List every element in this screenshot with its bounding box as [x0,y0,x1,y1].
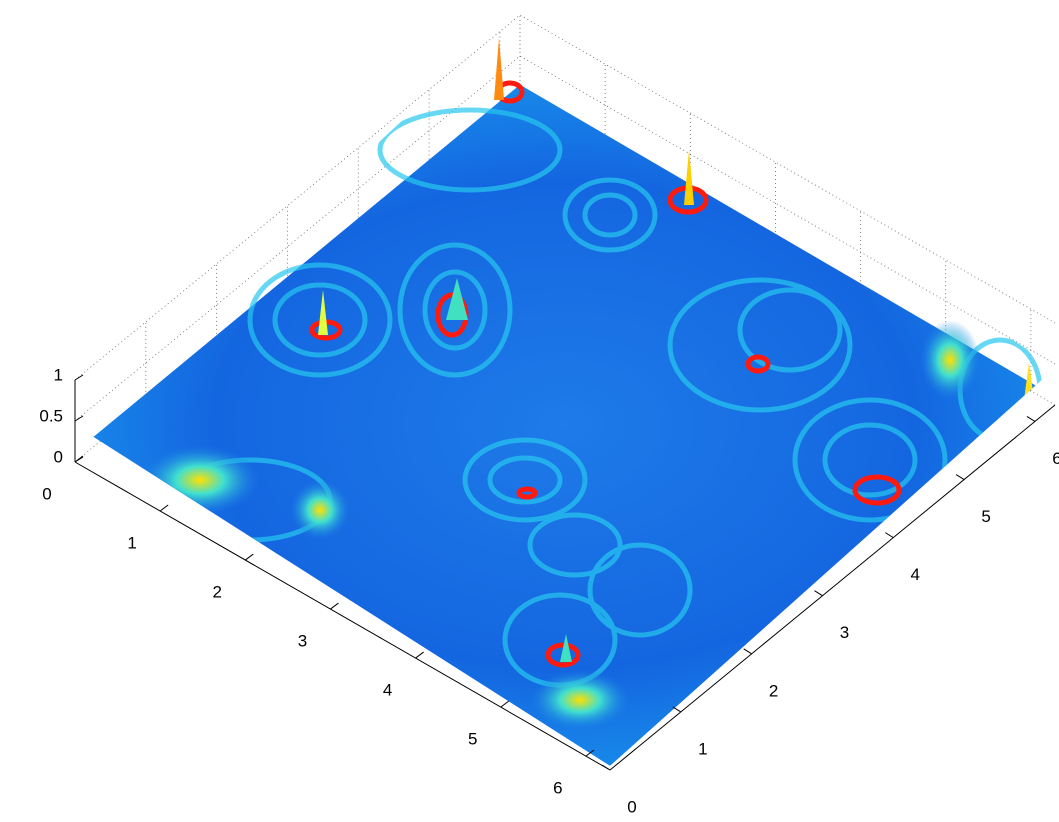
y-tick-label: 2 [769,681,778,700]
y-axis-line [609,404,1056,771]
x-tick [159,504,169,512]
z-tick-label: 1 [54,365,63,384]
axes: 0 1 2 3 4 5 6 0 1 2 3 4 5 6 0 0.5 1 [39,365,1059,816]
y-tick [743,648,752,655]
y-tick [601,764,611,771]
z-tick-label: 0.5 [39,406,63,425]
x-tick [244,553,254,561]
surface-highlights [140,320,980,730]
y-tick [1026,416,1036,422]
x-tick [330,602,339,610]
y-tick-label: 5 [981,507,990,526]
y-tick [814,590,823,597]
x-tick [415,651,424,659]
x-tick-label: 0 [42,484,51,503]
y-tick-label: 3 [840,623,849,642]
y-tick [672,706,682,713]
y-tick-label: 6 [1052,449,1059,468]
x-axis-line [74,461,611,771]
surface-spikes [318,38,1034,662]
x-tick [585,749,595,757]
x-tick [500,700,510,708]
x-tick-label: 5 [468,730,477,749]
x-tick-label: 2 [213,583,222,602]
y-tick-label: 0 [627,797,636,816]
y-tick-label: 4 [911,565,920,584]
z-tick [74,415,84,422]
y-tick-label: 1 [698,739,707,758]
z-tick [74,456,84,463]
x-tick-label: 4 [383,681,392,700]
z-tick-label: 0 [54,447,63,466]
z-tick [74,374,84,381]
x-tick-label: 1 [127,534,136,553]
y-tick [955,474,965,480]
x-tick-label: 3 [298,632,307,651]
surface [75,38,1055,766]
y-tick [885,532,894,539]
x-tick-label: 6 [553,779,562,798]
